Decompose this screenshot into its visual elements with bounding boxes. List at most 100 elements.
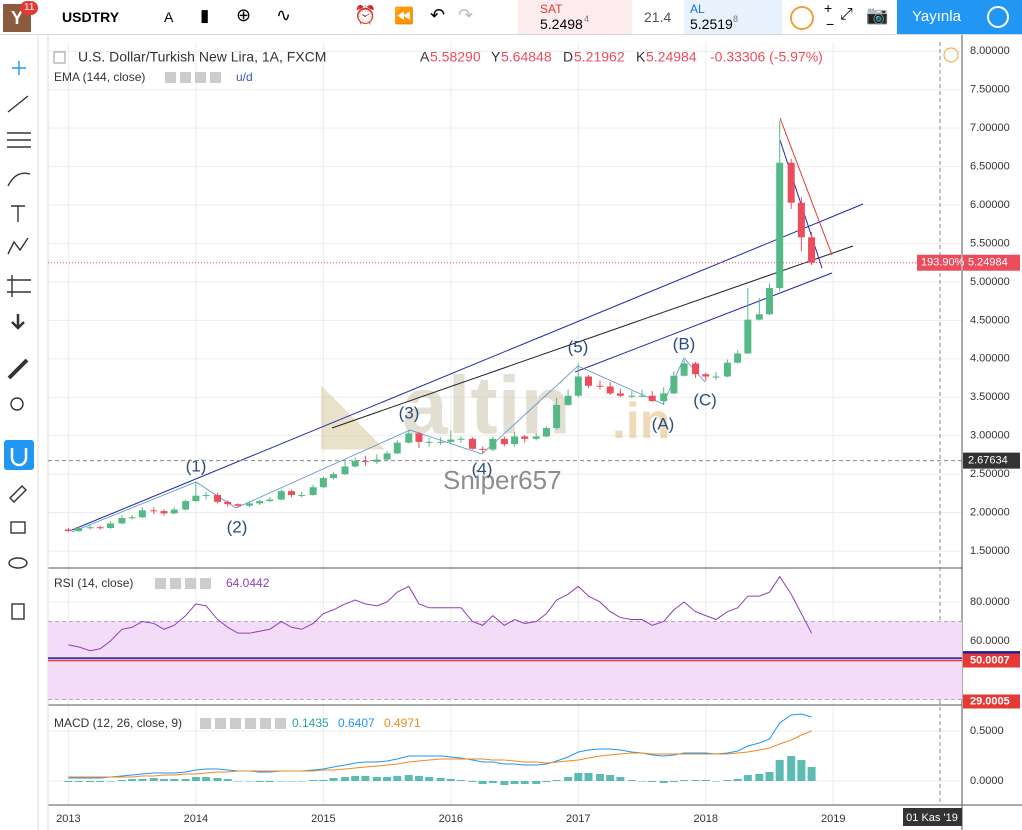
- ohlc-label: Y: [491, 49, 501, 65]
- publish-box[interactable]: [897, 0, 981, 34]
- button[interactable]: [195, 72, 206, 83]
- alert-button[interactable]: ⏰: [354, 5, 377, 25]
- histogram-bar: [361, 776, 370, 781]
- candle-body: [447, 439, 455, 442]
- button[interactable]: [185, 578, 196, 589]
- button[interactable]: [170, 578, 181, 589]
- text-tool[interactable]: [11, 205, 25, 222]
- candle-body: [574, 376, 582, 396]
- chart-type-button[interactable]: ▮: [200, 6, 210, 25]
- lock-drawing-tool[interactable]: [9, 485, 27, 503]
- wave-label: (1): [186, 456, 207, 475]
- candle-body: [680, 363, 688, 376]
- wave-label: (4): [472, 459, 493, 478]
- candle-body: [373, 459, 381, 462]
- y-tick-label: 60.0000: [970, 635, 1010, 647]
- crosshair-tool[interactable]: [12, 61, 26, 75]
- histogram-bar: [711, 781, 720, 782]
- wave-label: (C): [693, 390, 717, 409]
- publish-button[interactable]: Yayınla: [912, 8, 961, 25]
- histogram-bar: [574, 773, 583, 781]
- brush-tool[interactable]: [7, 172, 31, 187]
- button[interactable]: [215, 718, 226, 729]
- x-tick-label: 2015: [311, 813, 335, 825]
- histogram-bar: [425, 777, 434, 781]
- button[interactable]: [200, 578, 211, 589]
- candle-body: [266, 499, 274, 502]
- fib-tool[interactable]: [7, 132, 31, 148]
- histogram-bar: [414, 776, 423, 781]
- histogram-bar: [393, 776, 402, 781]
- crosshair-tag: [963, 452, 1020, 469]
- histogram-bar: [787, 756, 796, 781]
- candle-body: [606, 386, 614, 394]
- sell-box[interactable]: [518, 0, 632, 34]
- button[interactable]: [200, 718, 211, 729]
- undo-button[interactable]: ↶: [430, 5, 446, 25]
- candle-body: [160, 511, 168, 514]
- symbol[interactable]: USDTRY: [62, 9, 120, 25]
- zoom-in[interactable]: +: [824, 0, 833, 16]
- button[interactable]: [260, 718, 271, 729]
- x-tick-label: 2016: [439, 813, 463, 825]
- candle-body: [437, 441, 445, 443]
- button[interactable]: [230, 718, 241, 729]
- fullscreen-button[interactable]: ⤢: [840, 6, 853, 23]
- rsi-value: 64.0442: [226, 576, 270, 590]
- histogram-bar: [659, 781, 668, 783]
- y-tick-label: 8.00000: [970, 45, 1010, 57]
- candle-body: [500, 438, 508, 445]
- collapse-button[interactable]: [53, 51, 66, 64]
- level-tag: [963, 653, 1020, 668]
- y-tick-label: 3.50000: [970, 391, 1010, 403]
- histogram-bar: [170, 779, 179, 781]
- histogram-bar: [191, 777, 200, 781]
- candle-body: [457, 438, 465, 440]
- level-tag: [963, 694, 1020, 709]
- compare-button[interactable]: ⊕: [236, 5, 252, 25]
- button[interactable]: [275, 718, 286, 729]
- histogram-bar: [245, 781, 254, 782]
- pattern-tool[interactable]: [7, 237, 29, 255]
- histogram-bar: [701, 780, 710, 781]
- drawing-tools: [4, 61, 34, 620]
- candle-body: [118, 518, 126, 524]
- play-button[interactable]: [987, 6, 1009, 28]
- interval[interactable]: A: [164, 9, 174, 25]
- candle-body: [405, 433, 413, 443]
- sell-label: SAT: [540, 2, 563, 16]
- button[interactable]: [245, 718, 256, 729]
- prediction-tool[interactable]: [7, 275, 31, 297]
- more-tool[interactable]: [11, 314, 25, 330]
- button[interactable]: [165, 72, 176, 83]
- replay-button[interactable]: ⏪: [394, 8, 414, 25]
- candle-body: [734, 353, 742, 363]
- ohlc-value: 5.21962: [574, 49, 625, 65]
- logo[interactable]: Y: [3, 4, 31, 32]
- button[interactable]: [210, 72, 221, 83]
- buy-box[interactable]: [684, 0, 782, 34]
- histogram-bar: [627, 780, 636, 781]
- visibility-tool[interactable]: [8, 557, 28, 569]
- zoom-out[interactable]: −: [826, 16, 835, 32]
- rsi-title: RSI (14, close): [54, 576, 133, 590]
- snapshot-button[interactable]: 📷: [866, 5, 889, 25]
- alert-icon[interactable]: [943, 47, 959, 63]
- histogram-bar: [309, 780, 318, 781]
- trendline-tool[interactable]: [7, 95, 29, 113]
- magnet-tool[interactable]: [4, 440, 34, 470]
- zoom-tool[interactable]: [10, 397, 24, 411]
- info-button[interactable]: [790, 6, 814, 30]
- candle-body: [628, 395, 636, 397]
- ruler-tool[interactable]: [7, 358, 29, 380]
- redo-button[interactable]: ↷: [458, 5, 474, 25]
- button[interactable]: [155, 578, 166, 589]
- lock-tool[interactable]: [10, 521, 26, 534]
- candle-body: [277, 491, 285, 500]
- histogram-bar: [138, 779, 147, 781]
- button[interactable]: [180, 72, 191, 83]
- x-tick-label: 2014: [184, 813, 208, 825]
- indicators-button[interactable]: ∿: [276, 5, 292, 25]
- remove-tool[interactable]: [11, 603, 25, 620]
